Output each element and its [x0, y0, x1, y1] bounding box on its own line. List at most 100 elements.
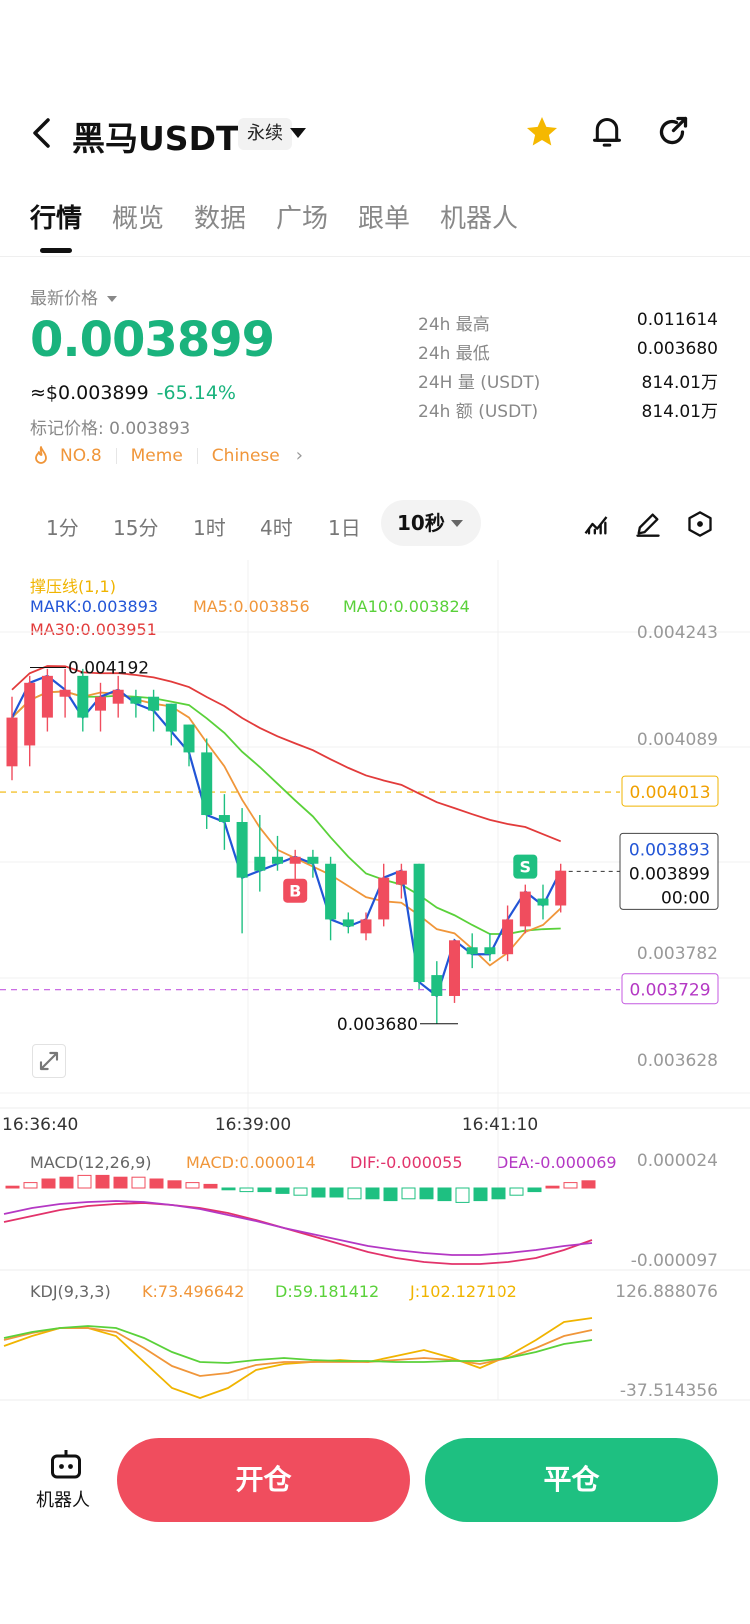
share-icon[interactable]	[654, 114, 690, 154]
symbol-dropdown-icon[interactable]	[290, 128, 306, 138]
price-change: -65.14%	[156, 382, 236, 404]
kdj-legend-d: D:59.181412	[275, 1282, 380, 1301]
macd-bar	[95, 1174, 110, 1189]
macd-bar	[509, 1187, 524, 1196]
price-chart[interactable]: 0.0042430.0040890.0039360.0037820.003628…	[0, 560, 750, 1420]
settings-hex-icon[interactable]	[686, 510, 714, 542]
stat-value: 814.01万	[641, 373, 718, 393]
macd-bar	[185, 1182, 200, 1189]
current-mark-price: 0.003893	[629, 840, 710, 860]
divider	[115, 447, 117, 464]
close-position-button[interactable]: 平仓	[425, 1438, 718, 1522]
stat-volume: 24H 量 (USDT) 814.01万	[418, 368, 718, 393]
timeframe-1h[interactable]: 1时	[193, 516, 226, 540]
stat-label: 24h 最高	[418, 315, 490, 335]
candle-body	[325, 863, 337, 920]
current-price-box	[619, 832, 719, 910]
chevron-right-icon: ›	[295, 445, 303, 466]
indicators-icon[interactable]	[582, 510, 610, 542]
stat-label: 24h 额 (USDT)	[418, 402, 539, 422]
macd-bar	[167, 1180, 182, 1189]
timeframe-1m[interactable]: 1分	[46, 516, 79, 540]
macd-bar	[419, 1187, 434, 1200]
macd-legend-dea: DEA:-0.000069	[496, 1153, 617, 1172]
legend-ma30: MA30:0.003951	[30, 620, 157, 639]
macd-bar	[383, 1187, 398, 1202]
macd-bar	[347, 1187, 362, 1200]
latest-price-label[interactable]: 最新价格	[30, 284, 118, 309]
open-position-button[interactable]: 开仓	[117, 1438, 410, 1522]
legend-ma10: MA10:0.003824	[343, 597, 470, 616]
timeframe-4h[interactable]: 4时	[260, 516, 293, 540]
last-price: 0.003899	[30, 312, 275, 368]
usd-price: ≈$0.003899 -65.14%	[30, 382, 236, 404]
tag-row[interactable]: NO.8 Meme Chinese ›	[32, 445, 303, 466]
favorite-star-icon[interactable]	[524, 114, 560, 154]
rank-tag: NO.8	[60, 445, 102, 466]
candle-body	[431, 975, 443, 996]
candle-body	[77, 675, 89, 718]
stat-low: 24h 最低 0.003680	[418, 339, 718, 364]
tab-data[interactable]: 数据	[194, 204, 247, 234]
sell-marker	[513, 854, 538, 879]
macd-axis-bottom: -0.000097	[631, 1251, 718, 1271]
macd-bar	[401, 1187, 416, 1200]
robot-button[interactable]	[30, 1448, 102, 1518]
countdown: 00:00	[661, 888, 710, 908]
macd-bar	[5, 1185, 20, 1189]
macd-bar	[293, 1187, 308, 1196]
dif-line	[3, 1202, 593, 1265]
divider	[0, 256, 750, 257]
mark-line	[11, 674, 562, 998]
candle-body	[165, 703, 177, 732]
expand-chart-button[interactable]	[32, 1044, 66, 1078]
macd-bar	[41, 1178, 56, 1189]
candle-body	[378, 877, 390, 920]
tab-copy-trading[interactable]: 跟单	[358, 204, 411, 234]
candle-body	[218, 815, 230, 822]
buy-marker	[283, 878, 308, 903]
timeframe-dropdown[interactable]: 10秒	[381, 500, 481, 546]
stat-turnover: 24h 额 (USDT) 814.01万	[418, 397, 718, 422]
candle-body	[236, 821, 248, 878]
candle-body	[95, 696, 106, 711]
tab-bot[interactable]: 机器人	[440, 204, 519, 234]
macd-bar	[59, 1176, 74, 1189]
candle-body	[360, 919, 372, 934]
candle-body	[449, 940, 460, 996]
bell-icon[interactable]	[590, 114, 624, 154]
x-axis-label: 16:36:40	[2, 1115, 78, 1135]
current-last-price: 0.003899	[629, 864, 710, 884]
macd-axis-top: 0.000024	[637, 1151, 718, 1171]
macd-bar	[365, 1187, 380, 1200]
y-axis-label: 0.003628	[637, 1051, 718, 1071]
legend-mark: MARK:0.003893	[30, 597, 159, 616]
candle-body	[413, 863, 425, 983]
tab-overview[interactable]: 概览	[112, 204, 165, 234]
draw-icon[interactable]	[634, 510, 662, 542]
low-label: 0.003680	[337, 1015, 418, 1035]
active-tab-indicator	[40, 248, 72, 253]
ma30-line	[11, 665, 562, 843]
timeframe-15m[interactable]: 15分	[113, 516, 159, 540]
chevron-left-icon	[33, 118, 50, 148]
back-button[interactable]	[30, 116, 60, 150]
candle-body	[183, 724, 195, 753]
candle-body	[112, 689, 124, 704]
stat-value: 0.011614	[636, 310, 718, 330]
macd-bar	[329, 1187, 344, 1198]
stat-label: 24H 量 (USDT)	[418, 373, 541, 393]
candle-body	[342, 919, 354, 927]
candle-body	[254, 856, 266, 871]
k-line	[3, 1327, 593, 1377]
d-line	[3, 1325, 593, 1364]
timeframe-1d[interactable]: 1日	[328, 516, 361, 540]
tab-square[interactable]: 广场	[276, 204, 329, 234]
candle-body	[201, 752, 213, 816]
price-line-purple-tag	[621, 973, 719, 1005]
expand-icon	[39, 1051, 59, 1071]
candle-body	[466, 947, 478, 955]
tab-market[interactable]: 行情	[30, 204, 83, 234]
symbol-title[interactable]: 黑马USDT	[72, 119, 239, 158]
price-line-purple-label: 0.003729	[629, 981, 710, 1001]
